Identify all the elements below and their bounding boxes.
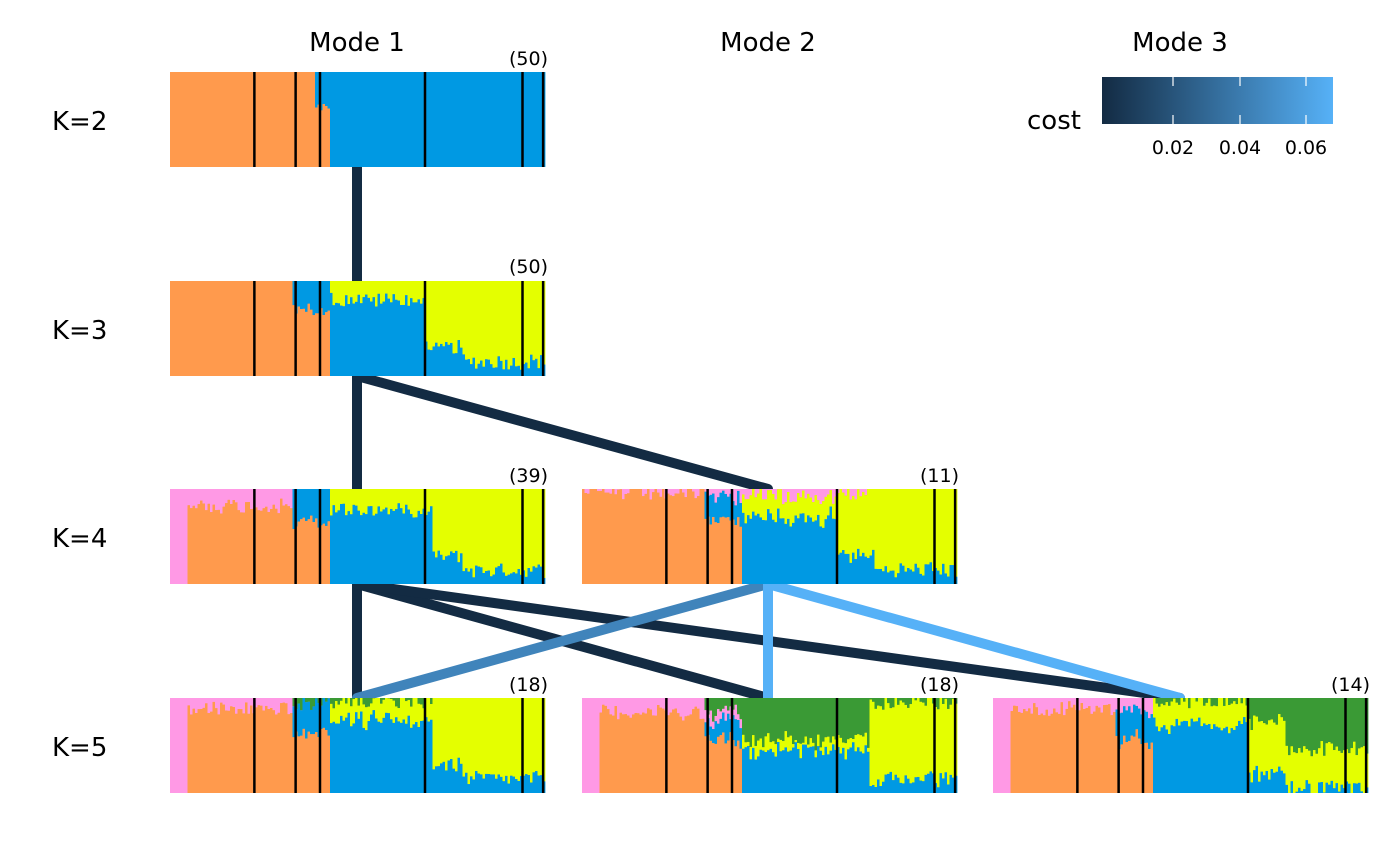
structure-panel-K3-M1 bbox=[170, 281, 546, 376]
legend-colorbar bbox=[1102, 77, 1333, 124]
edge-K3-M1-K4-M2 bbox=[352, 371, 773, 494]
structure-panel-K5-M1 bbox=[170, 698, 546, 793]
count-k4-mode1: (39) bbox=[509, 465, 548, 487]
mode-3-header: Mode 3 bbox=[1132, 28, 1228, 58]
count-k5-mode2: (18) bbox=[920, 674, 959, 696]
edge-K4-M2-K5-M1 bbox=[352, 579, 773, 703]
count-k5-mode3: (14) bbox=[1331, 674, 1370, 696]
structure-panels bbox=[170, 72, 1369, 793]
structure-panel-K5-M2 bbox=[582, 698, 958, 793]
legend-tick-label: 0.02 bbox=[1152, 137, 1194, 159]
structure-panel-K2-M1 bbox=[170, 72, 546, 167]
k2-label: K=2 bbox=[52, 107, 107, 137]
structure-panel-K4-M2 bbox=[582, 489, 958, 584]
mode-2-header: Mode 2 bbox=[720, 28, 816, 58]
k4-label: K=4 bbox=[52, 524, 107, 554]
structure-panel-K4-M1 bbox=[170, 489, 546, 584]
count-k2-mode1: (50) bbox=[509, 48, 548, 70]
legend-tick-label: 0.04 bbox=[1219, 137, 1261, 159]
k3-label: K=3 bbox=[52, 316, 107, 346]
count-k3-mode1: (50) bbox=[509, 256, 548, 278]
legend-title: cost bbox=[1027, 106, 1081, 136]
legend-tick-label: 0.06 bbox=[1285, 137, 1327, 159]
cost-legend: cost 0.02 0.04 0.06 bbox=[1027, 77, 1333, 159]
structure-panel-K5-M3 bbox=[993, 698, 1369, 793]
edge-K4-M2-K5-M3 bbox=[763, 579, 1185, 703]
legend-tick-marks bbox=[1172, 77, 1307, 124]
count-k5-mode1: (18) bbox=[509, 674, 548, 696]
alignment-edges bbox=[352, 162, 1185, 703]
mode-1-header: Mode 1 bbox=[309, 28, 405, 58]
count-k4-mode2: (11) bbox=[920, 465, 959, 487]
k5-label: K=5 bbox=[52, 733, 107, 763]
